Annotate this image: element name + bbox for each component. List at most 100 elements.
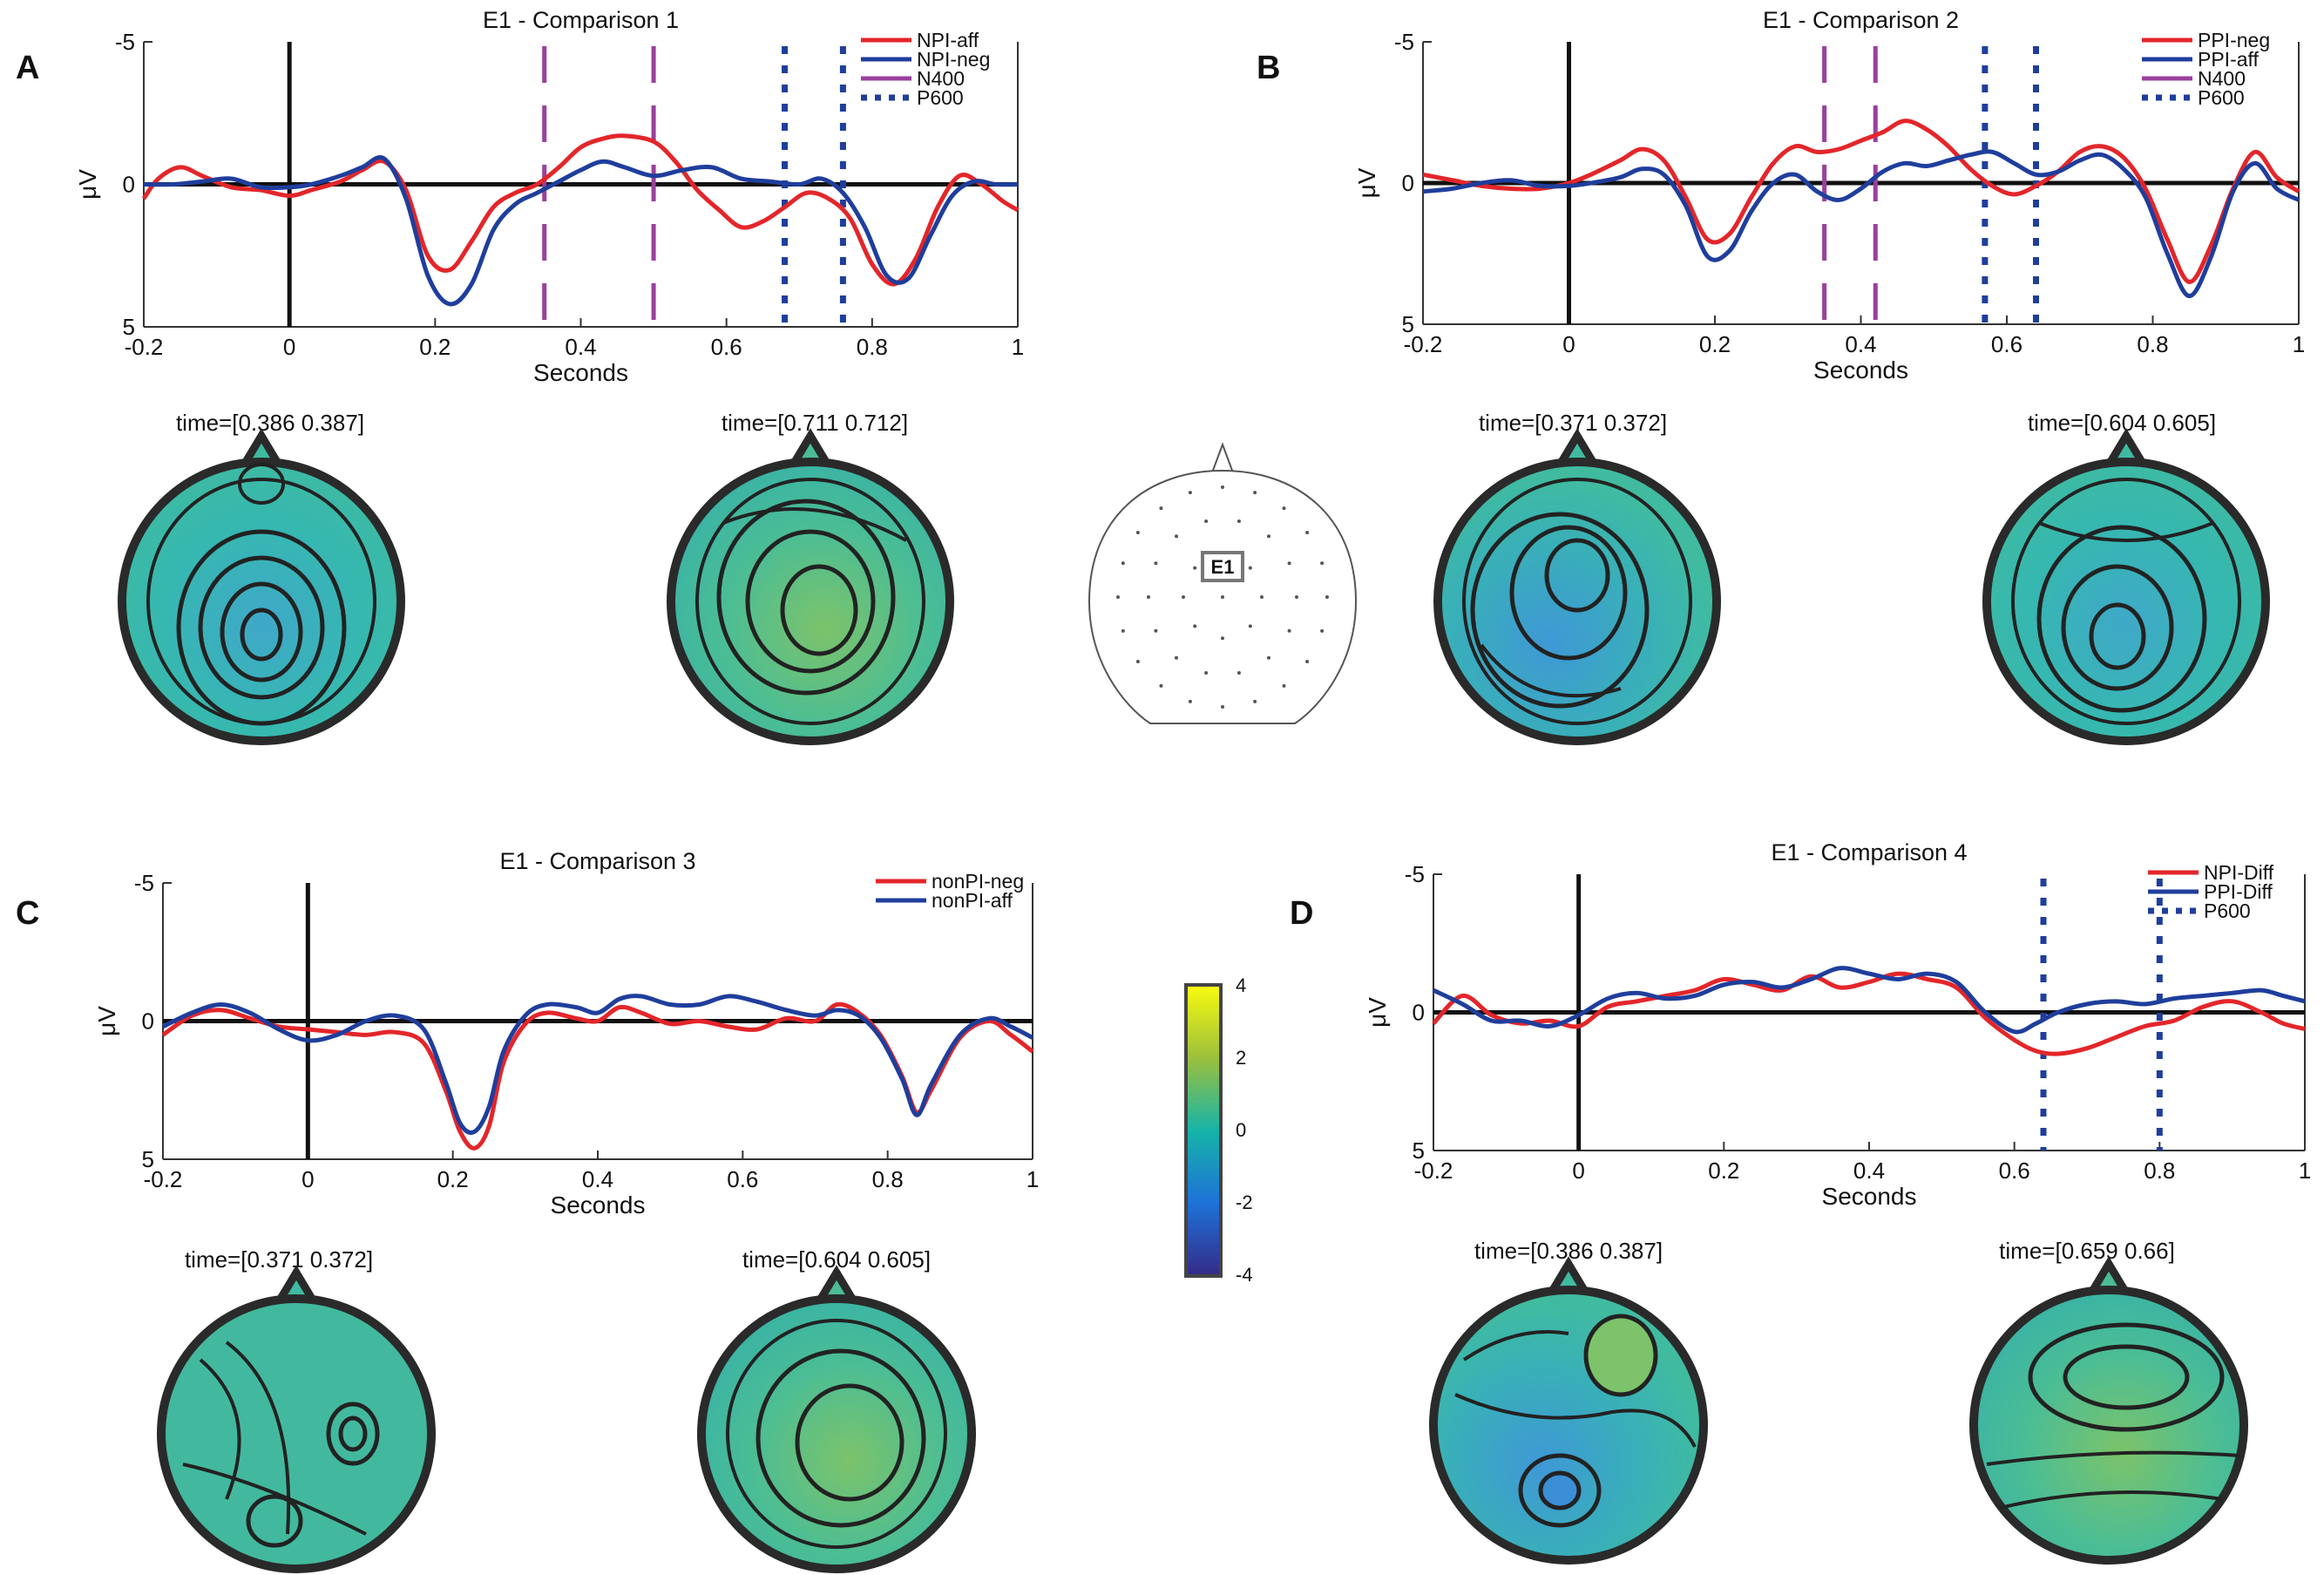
y-tick-label: 5 xyxy=(1402,311,1414,337)
series-line-nonpi-aff xyxy=(161,994,1034,1135)
electrode-dots xyxy=(1116,485,1329,709)
electrode-dot xyxy=(1121,628,1125,633)
electrode-dot xyxy=(1266,655,1270,660)
x-tick-label: 0.4 xyxy=(582,1166,613,1192)
x-tick-label: 1 xyxy=(1012,334,1024,360)
erp-plot-d: E1 - Comparison 4 -5 0 5-0.2 0 0.2 0.4 0.6 0.8 1 S… xyxy=(1364,839,2311,1210)
legend-label: PPI-Diff xyxy=(2204,880,2273,903)
erp-plot-b: E1 - Comparison 2 -5 0 5-0.2 0 0.2 0.4 0.6 0.8 1 S… xyxy=(1353,7,2305,384)
chart-title: E1 - Comparison 1 xyxy=(483,7,679,33)
electrode-dot xyxy=(1237,519,1241,523)
legend-label: P600 xyxy=(917,86,964,109)
x-tick-label: 0.4 xyxy=(565,334,596,360)
x-tick-label: 0.6 xyxy=(1991,331,2022,357)
x-tick-label: -0.2 xyxy=(1414,1157,1453,1184)
legend-label: P600 xyxy=(2204,900,2251,922)
y-tick-label: 5 xyxy=(123,314,135,340)
panel-label-b: B xyxy=(1257,50,1280,86)
electrode-dot xyxy=(1253,699,1257,703)
x-tick-label: 0 xyxy=(1572,1157,1584,1184)
electrode-dot xyxy=(1221,595,1224,599)
series-line-npi-aff xyxy=(141,133,1020,287)
x-tick-label: 1 xyxy=(1026,1166,1039,1192)
electrode-dot xyxy=(1154,628,1158,633)
electrode-dot xyxy=(1188,491,1192,495)
legend-label: NPI-aff xyxy=(917,29,979,51)
electrode-dot xyxy=(1221,485,1224,489)
y-tick-label: -5 xyxy=(134,870,154,896)
colorbar: 4 2 0 -2 -4 xyxy=(1184,974,1253,1286)
x-tick-label: -0.2 xyxy=(1404,331,1443,357)
topomap-head xyxy=(118,428,405,745)
x-tick-label: 0.6 xyxy=(727,1166,758,1192)
x-tick-label: 0.4 xyxy=(1845,331,1876,357)
electrode-dot xyxy=(1221,636,1224,641)
x-tick-label: 0.2 xyxy=(1708,1157,1739,1184)
topomap-head xyxy=(1433,428,1721,745)
electrode-dot xyxy=(1175,655,1179,660)
x-tick-label: 0.8 xyxy=(872,1166,904,1192)
x-tick-label: 0.2 xyxy=(1699,331,1731,357)
topomap-head xyxy=(697,1265,976,1573)
x-tick-label: 0.8 xyxy=(2144,1157,2175,1184)
x-axis-label: Seconds xyxy=(1813,356,1908,384)
electrode-map: E1 xyxy=(1087,442,1358,724)
y-tick-label: 0 xyxy=(1402,170,1414,196)
electrode-dot xyxy=(1221,705,1224,709)
electrode-dot xyxy=(1253,491,1257,495)
topomap-head xyxy=(157,1265,436,1573)
topomap-time-label: time=[0.711 0.712] xyxy=(722,410,908,436)
electrode-dot xyxy=(1325,595,1329,599)
legend-label: N400 xyxy=(2198,67,2246,90)
y-axis-label: μV xyxy=(1364,997,1391,1028)
legend-label: P600 xyxy=(2198,86,2245,109)
y-tick-label: -5 xyxy=(115,29,135,55)
electrode-label: E1 xyxy=(1211,556,1235,578)
electrode-dot xyxy=(1287,561,1291,566)
y-axis-label: μV xyxy=(74,169,101,200)
panel-label-a: A xyxy=(16,50,39,86)
x-tick-label: 0.8 xyxy=(2137,331,2168,357)
colorbar-tick: -4 xyxy=(1236,1264,1253,1286)
panel-label-d: D xyxy=(1290,895,1313,932)
electrode-dot xyxy=(1266,534,1270,539)
topomap-time-label: time=[0.604 0.605] xyxy=(2028,410,2216,436)
electrode-dot xyxy=(1248,624,1252,628)
x-axis-label: Seconds xyxy=(1822,1183,1917,1210)
colorbar-tick: 0 xyxy=(1236,1119,1246,1141)
electrode-dot xyxy=(1116,595,1120,599)
x-tick-label: 0.2 xyxy=(419,334,451,360)
y-tick-label: -5 xyxy=(1405,861,1425,887)
electrode-dot xyxy=(1305,530,1310,534)
legend-label: nonPI-neg xyxy=(932,870,1024,893)
electrode-dot xyxy=(1260,595,1264,599)
electrode-dot xyxy=(1287,628,1291,633)
electrode-dot xyxy=(1204,519,1209,523)
topomap-head xyxy=(1429,1256,1708,1565)
electrode-dot xyxy=(1193,624,1197,628)
x-tick-label: 0.6 xyxy=(1999,1157,2030,1184)
legend-label: PPI-neg xyxy=(2198,29,2270,51)
legend-label: NPI-Diff xyxy=(2204,861,2274,884)
y-tick-label: 0 xyxy=(1413,1000,1425,1026)
electrode-dot xyxy=(1147,595,1150,599)
electrode-dot xyxy=(1320,628,1325,633)
x-tick-label: 1 xyxy=(2293,331,2305,357)
x-tick-label: 0.2 xyxy=(437,1166,469,1192)
chart-title: E1 - Comparison 3 xyxy=(499,848,695,874)
x-tick-label: 0.6 xyxy=(711,334,742,360)
topomap-head xyxy=(1982,428,2270,745)
y-tick-label: 5 xyxy=(142,1146,154,1172)
electrode-dot xyxy=(1175,534,1179,539)
chart-title: E1 - Comparison 4 xyxy=(1771,839,1967,866)
chart-title: E1 - Comparison 2 xyxy=(1763,7,1959,33)
topomap-time-label: time=[0.659 0.66] xyxy=(1999,1238,2175,1264)
series-line-ppi-aff xyxy=(1422,149,2300,299)
erp-plot-c: E1 - Comparison 3 -5 0 5-0.2 0 0.2 0.4 0.6 0.8 1 S… xyxy=(93,848,1039,1219)
topomap-head xyxy=(667,428,954,745)
x-tick-label: 0.8 xyxy=(857,334,888,360)
legend-label: NPI-neg xyxy=(917,48,990,71)
y-axis-label: μV xyxy=(1353,167,1380,198)
x-axis-label: Seconds xyxy=(551,1191,646,1219)
